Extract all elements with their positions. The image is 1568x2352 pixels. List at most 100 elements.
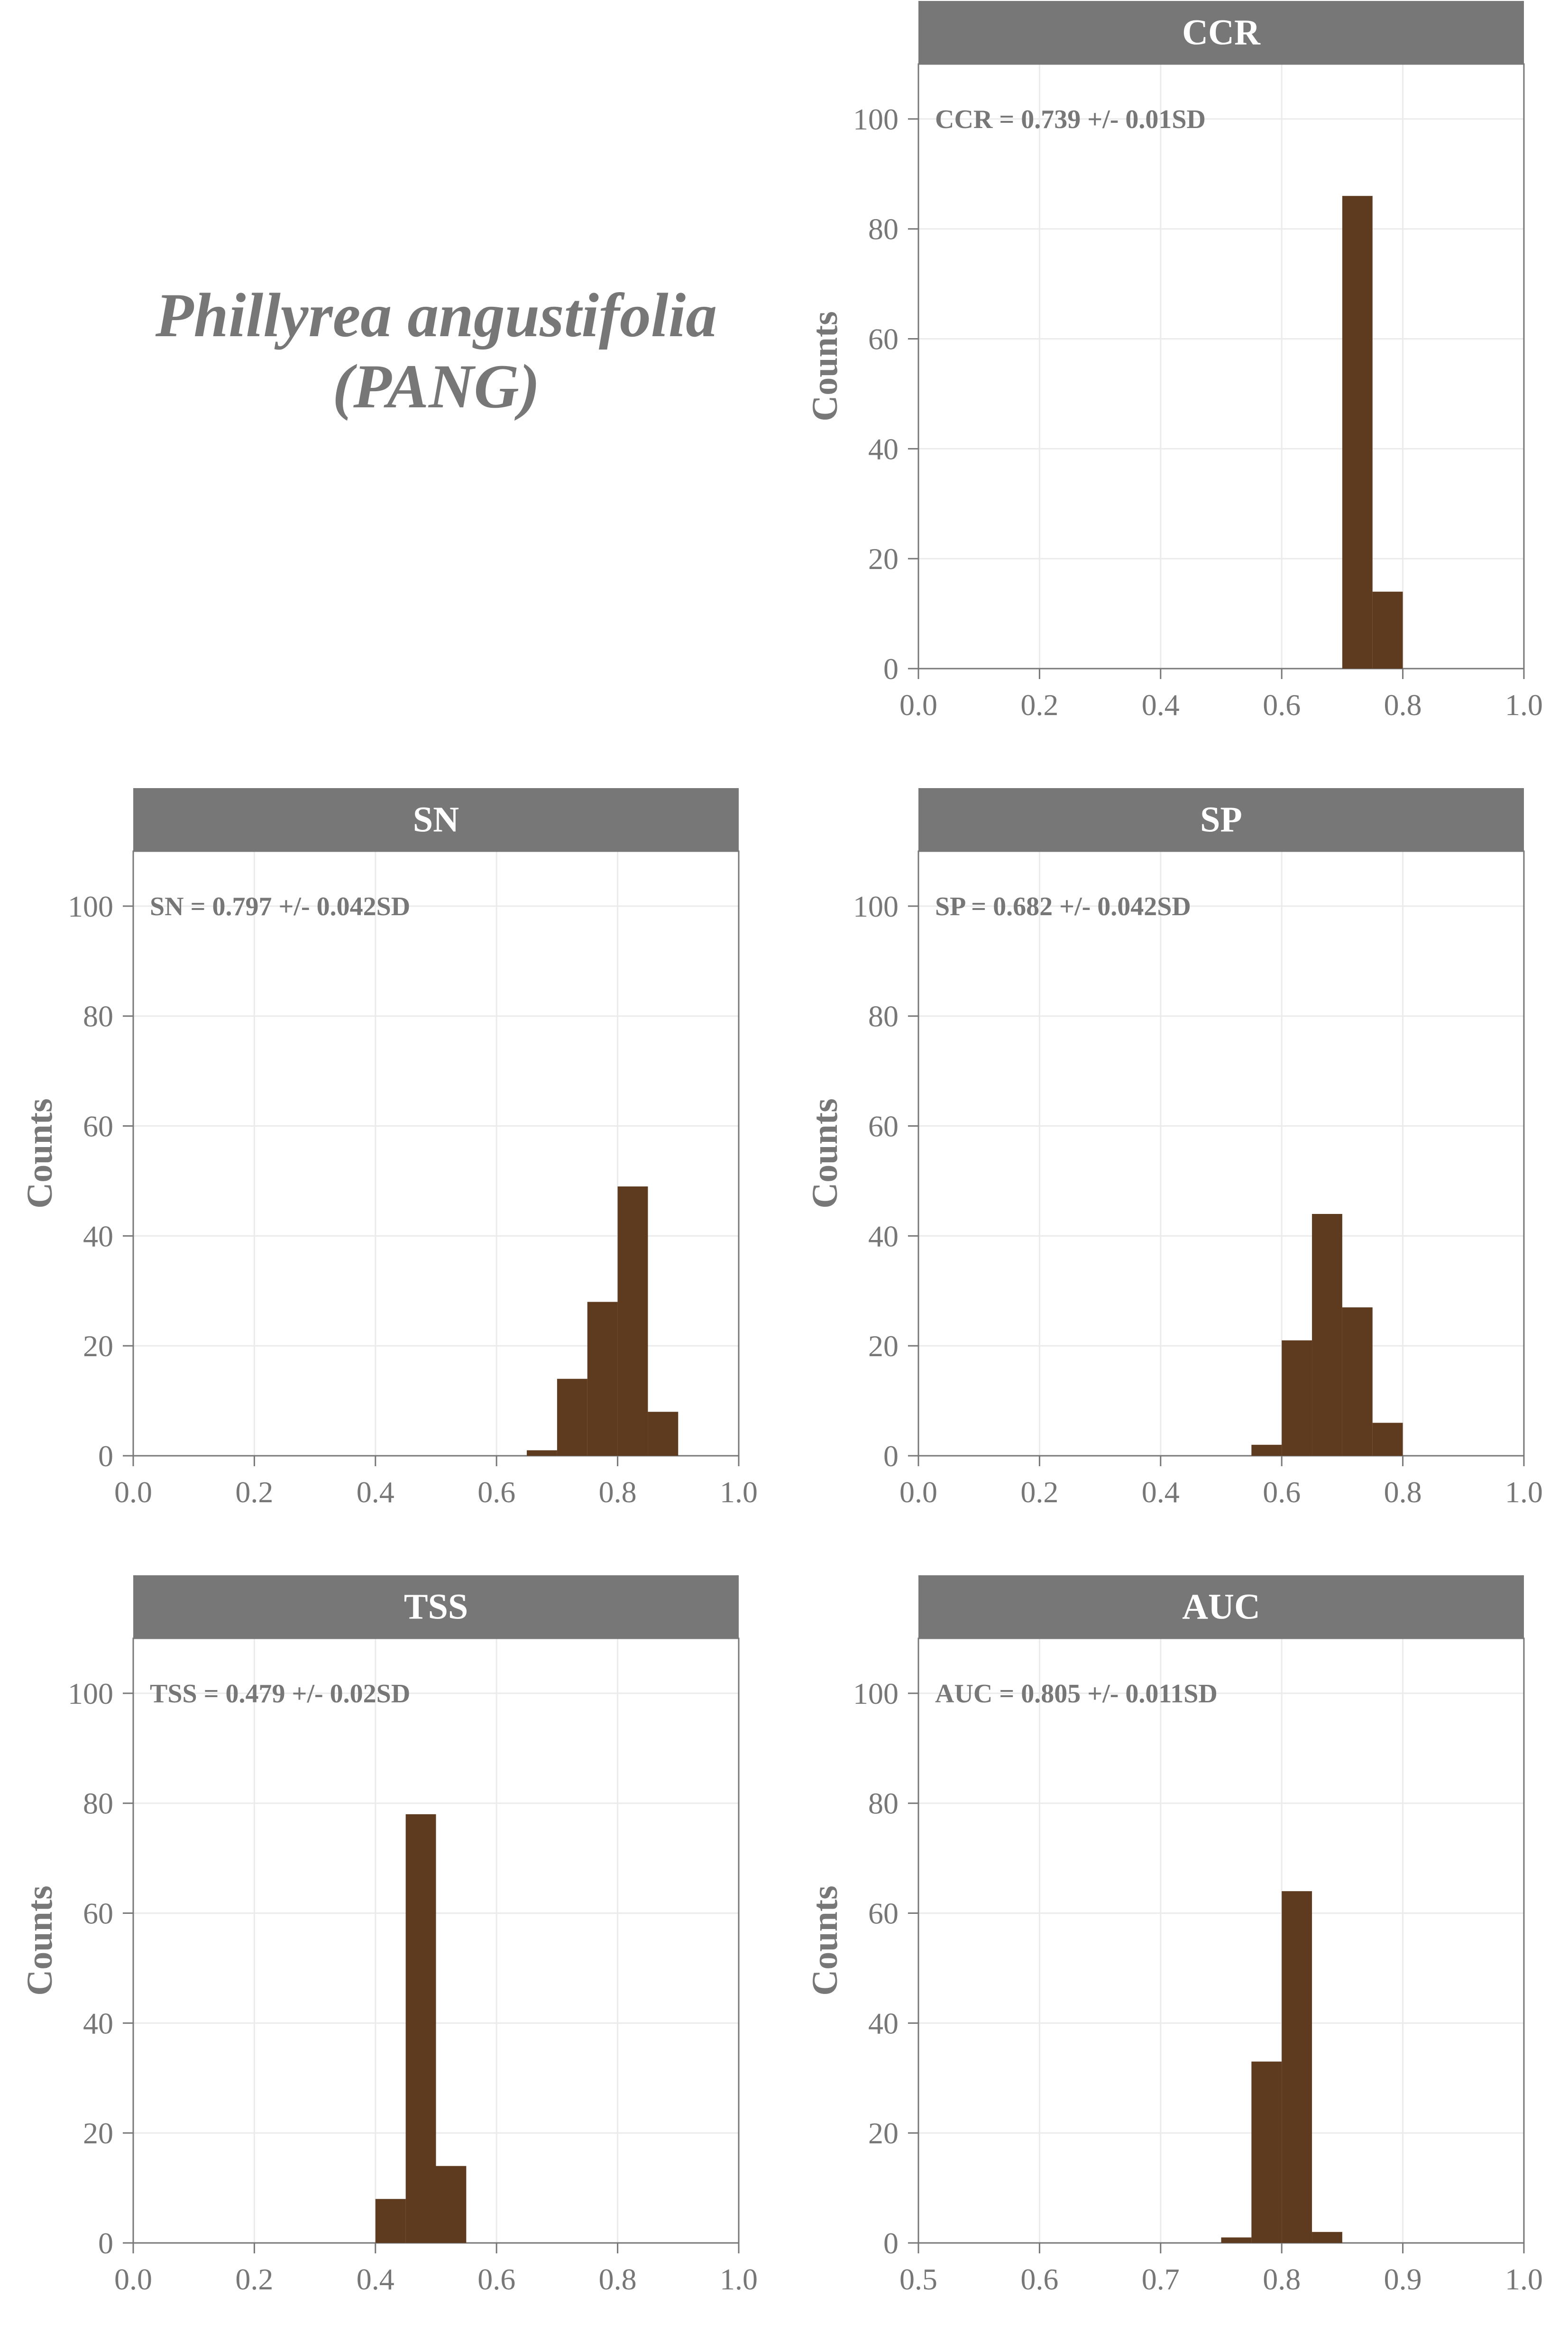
- x-tick-label: 1.0: [1505, 2262, 1543, 2296]
- x-tick-label: 0.0: [114, 1475, 152, 1509]
- histogram-bar: [617, 1186, 648, 1456]
- histogram-bar: [405, 1814, 436, 2243]
- y-tick-label: 40: [868, 1219, 899, 1253]
- strip-tss: [133, 1575, 739, 1638]
- y-tick-label: 100: [68, 1677, 113, 1710]
- stats-annotation: SN = 0.797 +/- 0.042SD: [150, 892, 410, 921]
- x-tick-label: 0.4: [357, 1475, 394, 1509]
- panel-border: [917, 850, 1525, 1457]
- y-tick-label: 100: [853, 1677, 899, 1710]
- histogram-bar: [1282, 1340, 1312, 1456]
- x-tick-label: 1.0: [1505, 688, 1543, 722]
- x-tick-label: 0.2: [235, 2262, 273, 2296]
- y-tick-label: 0: [883, 2226, 899, 2260]
- strip-sn: [133, 788, 739, 851]
- x-tick-label: 0.2: [235, 1475, 273, 1509]
- strip-sp: [918, 788, 1524, 851]
- y-tick-label: 60: [868, 322, 899, 356]
- y-tick-label: 0: [883, 652, 899, 686]
- x-tick-label: 0.9: [1384, 2262, 1422, 2296]
- histogram-bar: [1251, 2061, 1282, 2243]
- x-tick-label: 0.0: [899, 1475, 937, 1509]
- x-tick-label: 0.8: [1263, 2262, 1301, 2296]
- histogram-bar: [436, 2166, 467, 2243]
- species-name: Phillyrea angustifolia: [155, 280, 717, 350]
- x-tick-label: 1.0: [720, 2262, 758, 2296]
- x-tick-label: 0.4: [1142, 688, 1180, 722]
- y-tick-label: 40: [868, 432, 899, 466]
- panel-border: [917, 1637, 1525, 2244]
- x-tick-label: 0.0: [899, 688, 937, 722]
- y-tick-label: 80: [868, 1787, 899, 1820]
- panel-auc: AUC 0.5 0.6 0.7 0.8 0.9 1.0 0 20 40 60 80 100 Counts A…: [805, 1575, 1543, 2296]
- x-tick-label: 0.4: [357, 2262, 394, 2296]
- strip-label-tss: TSS: [404, 1587, 468, 1627]
- histogram-bar: [1372, 1423, 1403, 1456]
- y-tick-label: 60: [83, 1897, 113, 1930]
- y-tick-label: 80: [868, 212, 899, 246]
- x-tick-label: 1.0: [720, 1475, 758, 1509]
- panel-ccr: CCR 0.0 0.2 0.4 0.6 0.8 1.0 0 20 40 60 80 100 Counts C…: [805, 1, 1543, 722]
- x-tick-label: 0.6: [477, 1475, 515, 1509]
- y-axis-label: Counts: [805, 1098, 845, 1208]
- x-tick-label: 0.2: [1020, 1475, 1058, 1509]
- y-tick-label: 20: [868, 542, 899, 576]
- y-tick-label: 100: [853, 102, 899, 136]
- stats-annotation: SP = 0.682 +/- 0.042SD: [935, 892, 1191, 921]
- y-axis-label: Counts: [805, 311, 845, 421]
- histogram-bar: [1221, 2237, 1252, 2243]
- y-axis-label: Counts: [805, 1885, 845, 1995]
- y-tick-label: 20: [868, 2116, 899, 2150]
- x-tick-label: 0.4: [1142, 1475, 1180, 1509]
- stats-annotation: CCR = 0.739 +/- 0.01SD: [935, 105, 1206, 134]
- panel-border: [132, 850, 740, 1457]
- panel-border: [917, 63, 1525, 670]
- histogram-bar: [1282, 1891, 1312, 2243]
- histogram-bar: [527, 1450, 557, 1456]
- x-tick-label: 0.8: [1384, 1475, 1422, 1509]
- strip-label-auc: AUC: [1182, 1587, 1260, 1627]
- strip-auc: [918, 1575, 1524, 1638]
- histogram-bar: [1342, 1307, 1373, 1456]
- x-tick-label: 0.0: [114, 2262, 152, 2296]
- histogram-bar: [587, 1302, 618, 1456]
- x-tick-label: 0.2: [1020, 688, 1058, 722]
- y-tick-label: 40: [83, 2006, 113, 2040]
- y-axis-label: Counts: [20, 1098, 60, 1208]
- species-title: Phillyrea angustifolia (PANG): [0, 280, 872, 422]
- histogram-bar: [1312, 2232, 1342, 2243]
- strip-label-sp: SP: [1200, 800, 1242, 840]
- stats-annotation: AUC = 0.805 +/- 0.011SD: [935, 1679, 1218, 1709]
- x-tick-label: 0.6: [1263, 1475, 1301, 1509]
- strip-label-ccr: CCR: [1182, 13, 1261, 53]
- histogram-bar: [1312, 1214, 1342, 1456]
- histogram-bar: [375, 2199, 406, 2243]
- histogram-bar: [648, 1412, 679, 1456]
- y-tick-label: 0: [883, 1439, 899, 1473]
- stats-annotation: TSS = 0.479 +/- 0.02SD: [150, 1679, 410, 1709]
- x-tick-label: 0.6: [477, 2262, 515, 2296]
- y-tick-label: 80: [83, 1000, 113, 1033]
- x-tick-label: 0.8: [599, 2262, 637, 2296]
- x-tick-label: 0.5: [899, 2262, 937, 2296]
- y-tick-label: 100: [68, 890, 113, 923]
- y-tick-label: 20: [83, 1329, 113, 1363]
- y-tick-label: 80: [83, 1787, 113, 1820]
- species-code: (PANG): [332, 351, 540, 421]
- x-tick-label: 0.6: [1020, 2262, 1058, 2296]
- y-axis-label: Counts: [20, 1885, 60, 1995]
- y-tick-label: 20: [868, 1329, 899, 1363]
- histogram-bar: [1251, 1444, 1282, 1456]
- y-tick-label: 60: [868, 1897, 899, 1930]
- strip-label-sn: SN: [413, 800, 459, 840]
- strip-ccr: [918, 1, 1524, 64]
- x-tick-label: 0.6: [1263, 688, 1301, 722]
- panel-sp: SP 0.0 0.2 0.4 0.6 0.8 1.0 0 20 40 60 80 100 Counts SP…: [805, 788, 1543, 1509]
- y-tick-label: 0: [98, 1439, 113, 1473]
- panel-sn: SN 0.0 0.2 0.4 0.6 0.8 1.0 0 20 40 60 80 100 Counts SN…: [20, 788, 758, 1509]
- y-tick-label: 0: [98, 2226, 113, 2260]
- panel-tss: TSS 0.0 0.2 0.4 0.6 0.8 1.0 0 20 40 60 80 100 Counts T…: [20, 1575, 758, 2296]
- histogram-bar: [1372, 591, 1403, 669]
